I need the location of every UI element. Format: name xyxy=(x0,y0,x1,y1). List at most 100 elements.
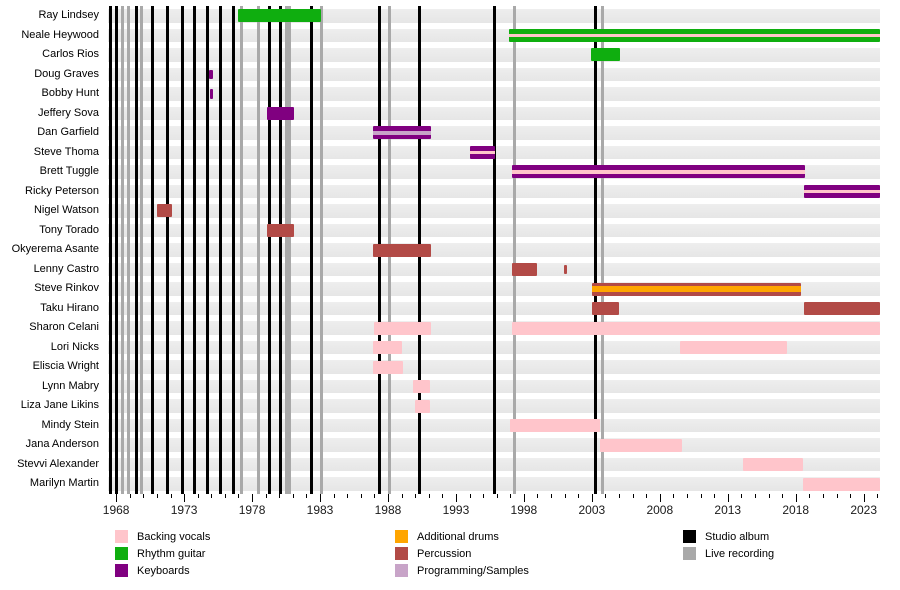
tenure-bar xyxy=(374,321,432,335)
axis-minor-tick xyxy=(224,494,226,498)
live-recording-line xyxy=(120,6,124,494)
axis-minor-tick xyxy=(170,494,172,498)
axis-minor-tick xyxy=(619,494,621,498)
member-label: Ray Lindsey xyxy=(38,9,99,21)
live-recording-line xyxy=(126,6,130,494)
tenure-bar xyxy=(413,380,431,394)
axis-minor-tick xyxy=(850,494,852,498)
year-axis: 1968 1973 1978 1983 1988 1993 1998 2003 2008 2013… xyxy=(103,494,880,520)
legend-entry: Live recording xyxy=(683,547,774,564)
studio-album-line xyxy=(115,6,119,494)
studio-album-line xyxy=(218,6,222,494)
tenure-bar xyxy=(803,184,880,198)
legend-entry: Backing vocals xyxy=(115,530,210,547)
member-label: Sharon Celani xyxy=(29,321,99,334)
legend-column: Studio album Live recording xyxy=(683,530,774,564)
tenure-bar xyxy=(511,165,806,179)
legend: Backing vocals Rhythm guitar Keyboards Addi… xyxy=(0,530,900,586)
axis-minor-tick xyxy=(700,494,702,498)
studio-album-line xyxy=(192,6,196,494)
axis-minor-tick xyxy=(143,494,145,498)
tenure-bar xyxy=(591,48,621,62)
live-recording-line xyxy=(285,6,292,494)
axis-year-label: 1983 xyxy=(306,503,334,517)
bar-stripe-backing_vocals xyxy=(469,150,496,155)
tenure-bar xyxy=(508,28,880,42)
member-labels-column: Ray Lindsey Neale Heywood Carlos Rios Doug … xyxy=(0,6,104,494)
member-label: Okyerema Asante xyxy=(11,243,99,256)
axis-minor-tick xyxy=(754,494,756,498)
axis-major-tick xyxy=(116,494,118,502)
legend-column: Additional drums Percussion Programming/Sa… xyxy=(395,530,529,581)
tenure-bar xyxy=(509,419,600,433)
axis-minor-tick xyxy=(605,494,607,498)
legend-entry: Percussion xyxy=(395,547,529,564)
member-label: Nigel Watson xyxy=(33,204,99,217)
tenure-bar xyxy=(563,264,567,275)
studio-album-line xyxy=(267,6,271,494)
axis-minor-tick xyxy=(265,494,267,498)
member-label: Brett Tuggle xyxy=(39,165,99,178)
timeline-plot xyxy=(108,6,880,494)
axis-minor-tick xyxy=(578,494,580,498)
bar-stripe-additional_drums xyxy=(591,286,802,293)
live-recording-line xyxy=(139,6,143,494)
bar-stripe-backing_vocals xyxy=(803,189,880,194)
legend-label: Keyboards xyxy=(137,565,190,577)
axis-minor-tick xyxy=(483,494,485,498)
axis-year-label: 1988 xyxy=(374,503,402,517)
legend-entry: Studio album xyxy=(683,530,774,547)
axis-major-tick xyxy=(387,494,389,502)
studio-album-line xyxy=(231,6,235,494)
live-recording-line xyxy=(319,6,323,494)
studio-album-line xyxy=(279,6,283,494)
axis-year-label: 1998 xyxy=(510,503,538,517)
axis-major-tick xyxy=(252,494,254,502)
member-label: Dan Garfield xyxy=(37,126,99,139)
axis-major-tick xyxy=(455,494,457,502)
studio-album-line xyxy=(309,6,313,494)
legend-entry: Additional drums xyxy=(395,530,529,547)
tenure-bar xyxy=(373,126,432,140)
tenure-bar xyxy=(373,360,403,374)
tenure-bar xyxy=(469,145,496,159)
live-recording-line xyxy=(600,6,604,494)
axis-minor-tick xyxy=(292,494,294,498)
live-recording-line xyxy=(257,6,261,494)
member-label: Bobby Hunt xyxy=(41,87,99,100)
axis-major-tick xyxy=(320,494,322,502)
member-label: Lori Nicks xyxy=(50,340,99,353)
studio-album-line xyxy=(493,6,497,494)
axis-minor-tick xyxy=(156,494,158,498)
axis-minor-tick xyxy=(347,494,349,498)
axis-minor-tick xyxy=(768,494,770,498)
legend-swatch-percussion xyxy=(395,547,408,560)
axis-year-label: 1993 xyxy=(442,503,470,517)
legend-swatch-studio_album xyxy=(683,530,696,543)
tenure-bar xyxy=(511,263,538,277)
member-label: Lenny Castro xyxy=(33,262,99,275)
axis-minor-tick xyxy=(496,494,498,498)
legend-swatch-keyboards xyxy=(115,564,128,577)
axis-year-label: 2023 xyxy=(850,503,878,517)
tenure-bar xyxy=(238,9,322,23)
axis-minor-tick xyxy=(129,494,131,498)
axis-minor-tick xyxy=(564,494,566,498)
axis-minor-tick xyxy=(306,494,308,498)
axis-minor-tick xyxy=(741,494,743,498)
bar-stripe-backing_vocals xyxy=(508,33,880,38)
axis-year-label: 1968 xyxy=(102,503,130,517)
axis-major-tick xyxy=(795,494,797,502)
legend-label: Percussion xyxy=(417,548,472,560)
studio-album-line xyxy=(135,6,139,494)
legend-label: Backing vocals xyxy=(137,531,211,543)
tenure-bar xyxy=(600,438,682,452)
studio-album-line xyxy=(594,6,598,494)
tenure-bar xyxy=(742,458,803,472)
axis-minor-tick xyxy=(238,494,240,498)
axis-minor-tick xyxy=(415,494,417,498)
axis-year-label: 1978 xyxy=(238,503,266,517)
axis-year-label: 2013 xyxy=(714,503,742,517)
legend-entry: Keyboards xyxy=(115,564,210,581)
legend-label: Live recording xyxy=(705,548,775,560)
